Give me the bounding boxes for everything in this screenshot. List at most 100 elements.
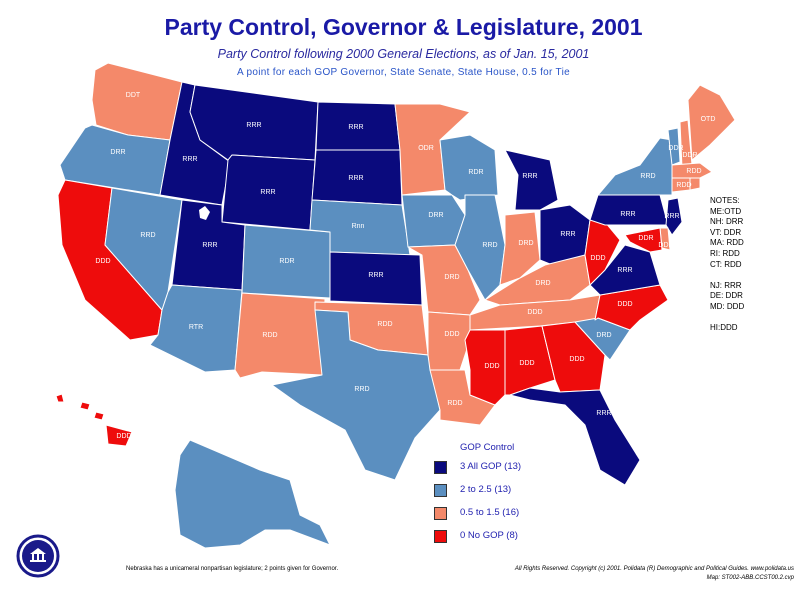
state-label-ak: DRR [224,447,239,454]
state-label-va: RRR [617,267,632,274]
state-hi [55,393,133,447]
state-label-ky: DRD [535,280,550,287]
note-line: CT: RDD [710,259,742,269]
legend-label: 3 All GOP (13) [460,461,522,472]
state-label-nd: RRR [348,124,363,131]
footer-nebraska-note: Nebraska has a unicameral nonpartisan le… [126,566,339,572]
state-wy [221,154,316,231]
state-ny [597,137,673,196]
state-ia [401,194,466,248]
state-pa [589,194,669,226]
state-label-ia: DRR [428,212,443,219]
state-nj [665,197,683,236]
state-label-nc: DDD [617,301,632,308]
state-label-ma: RDD [686,168,701,175]
map-method-note: A point for each GOP Governor, State Sen… [237,67,570,78]
state-label-in: DRD [518,240,533,247]
map-title: Party Control, Governor & Legislature, 2… [164,14,643,40]
state-tx [271,309,441,481]
state-label-wy: RRR [260,189,275,196]
state-label-ms: DDD [484,363,499,370]
state-label-mt: RRR [246,122,261,129]
state-label-wa: DDT [126,92,141,99]
state-or [59,124,171,196]
state-label-oh: RRR [560,231,575,238]
legend-title: GOP Control [460,442,515,453]
state-md [624,227,663,253]
state-label-sc: DRD [596,332,611,339]
legend-label: 0 No GOP (8) [460,530,518,541]
state-vt [667,127,681,166]
state-label-vt: DDR [668,145,683,152]
state-ak [174,439,331,549]
note-line [710,313,744,324]
state-label-pa: RRR [620,211,635,218]
state-label-nv: RRD [140,232,155,239]
footer-copyright: All Rights Reserved. Copyright (c) 2001.… [470,565,794,583]
legend-swatch [434,461,447,474]
state-me [687,84,736,161]
legend-label: 0.5 to 1.5 (16) [460,507,520,518]
state-label-id: RRR [182,156,197,163]
state-ri [689,177,701,191]
polidata-logo [16,534,60,578]
notes-box: NOTES: ME:OTD NH: DRR VT: DDR MA: RDD RI: RD… [710,196,744,334]
state-label-nj: RRR [664,213,679,220]
state-label-mn: ODR [418,145,434,152]
state-ma [671,162,713,179]
note-line: VT: DDR [710,227,742,237]
note-line [710,270,744,281]
note-line: DE: DDR [710,291,743,301]
state-label-nm: RDD [262,332,277,339]
state-label-co: RDR [279,258,294,265]
state-label-ks: RRR [368,272,383,279]
state-label-fl: RRR [596,410,611,417]
map-subtitle: Party Control following 2000 General Ele… [217,47,590,61]
state-label-hi: DDD [116,433,131,440]
state-label-wi: RDR [468,169,483,176]
note-line: RI: RDD [710,248,740,258]
state-label-mo: DRD [444,274,459,281]
state-label-md: DDD [658,242,673,249]
state-label-ok: RDD [377,321,392,328]
state-label-az: RTR [189,324,203,331]
legend-swatch [434,484,447,497]
state-label-ga: DDD [569,356,584,363]
lake-mark [199,206,210,220]
state-label-ut: RRR [202,242,217,249]
note-line: MD: DDD [710,301,745,311]
state-wi [439,134,499,201]
state-label-tx: RRD [354,386,369,393]
state-label-ca: DDD [95,258,110,265]
state-label-ny: RRD [640,173,655,180]
legend-swatch [434,530,447,543]
state-label-nh: DDR [682,152,697,159]
note-line: ME:OTD [710,206,742,216]
state-nm [234,292,326,379]
state-label-al: DDD [519,360,534,367]
state-label-or: DRR [110,149,125,156]
state-mi [504,149,559,211]
state-label-tn: DDD [527,309,542,316]
legend-label: 2 to 2.5 (13) [460,484,512,495]
state-fl [509,387,641,486]
state-la [429,369,496,426]
map-id-line: Map: ST002-ABB.CCST00.2.cvp [706,575,794,581]
note-line: MA: RDD [710,238,744,248]
state-label-mi: RRR [522,173,537,180]
state-label-ri: RDD [701,182,716,189]
note-line: HI:DDD [710,323,738,333]
state-label-de: DDR [638,235,653,242]
state-label-la: RDD [447,400,462,407]
state-sc [574,317,631,361]
state-label-il: RRD [482,242,497,249]
state-label-wv: DDD [590,255,605,262]
state-label-ar: DDD [444,331,459,338]
notes-heading: NOTES: [710,196,740,205]
legend-swatch [434,507,447,520]
note-line: NJ: RRR [710,280,742,290]
state-label-sd: RRR [348,175,363,182]
state-label-me: OTD [701,116,716,123]
state-ar [427,311,471,371]
